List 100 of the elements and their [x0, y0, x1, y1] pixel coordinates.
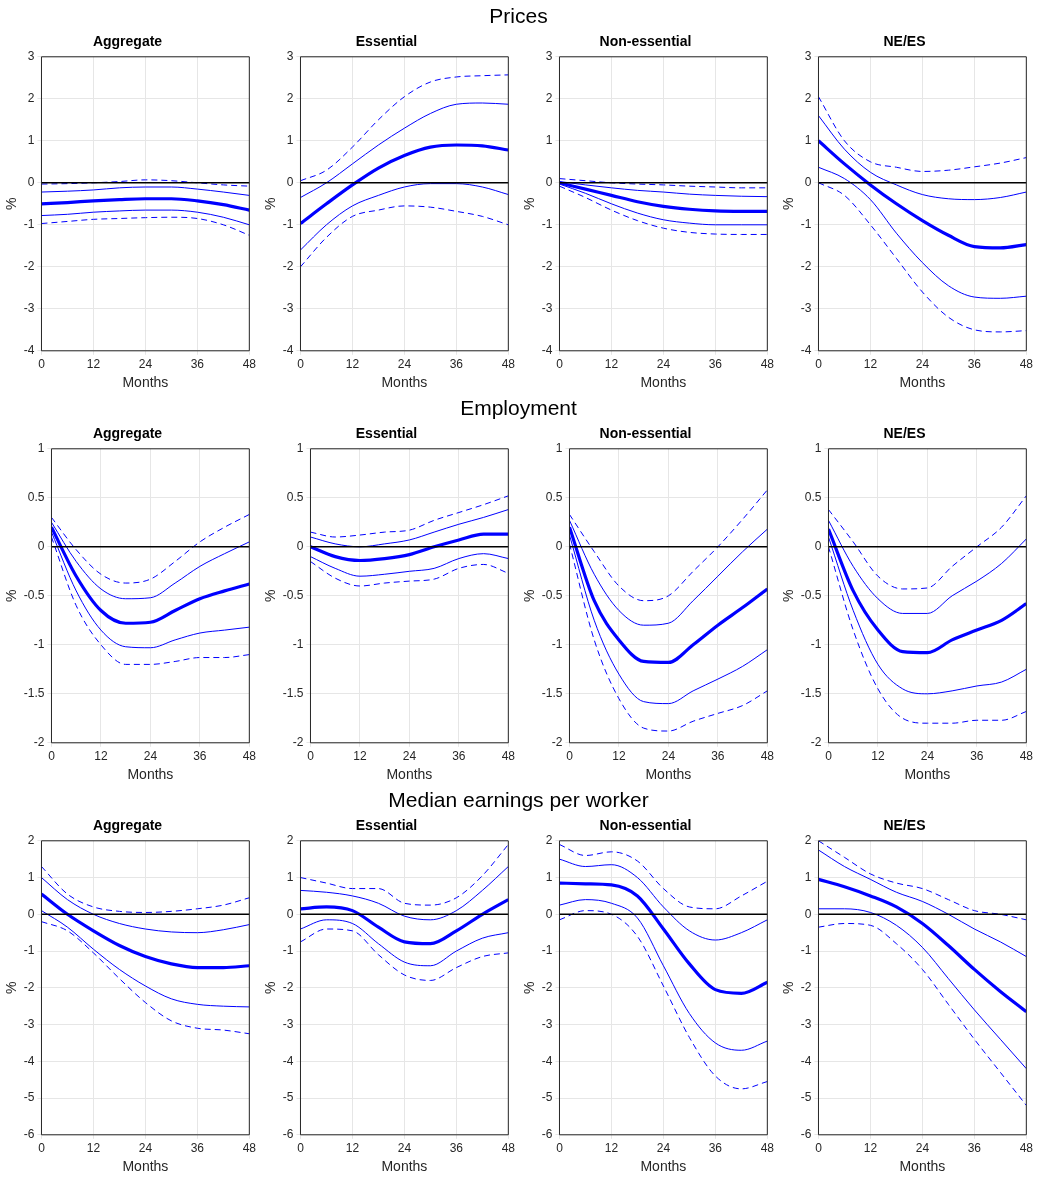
y-axis-title: %	[262, 981, 279, 995]
x-tick-label: 48	[501, 1141, 516, 1156]
x-tick-label: 48	[760, 357, 775, 372]
x-tick-label: 12	[871, 749, 885, 764]
y-axis-title: %	[780, 589, 797, 603]
y-tick-label: -1	[541, 943, 553, 958]
x-tick-label: 12	[604, 1141, 619, 1156]
y-tick-label: 1	[804, 133, 812, 148]
x-tick-label: 12	[345, 1141, 360, 1156]
chart-title: Non-essential	[599, 33, 692, 50]
y-tick-label: -3	[23, 301, 35, 316]
y-tick-label: 1	[27, 869, 35, 884]
y-tick-label: -2	[810, 735, 822, 750]
y-tick-label: 1	[286, 133, 294, 148]
y-tick-label: -3	[800, 301, 812, 316]
x-tick-label: 36	[967, 1141, 982, 1156]
x-tick-label: 0	[48, 749, 56, 764]
y-tick-label: 1	[296, 441, 304, 456]
y-axis-title: %	[262, 197, 279, 211]
y-tick-label: -5	[23, 1090, 35, 1105]
y-tick-label: -1	[33, 637, 45, 652]
y-axis-title: %	[3, 589, 20, 603]
chart-title: Aggregate	[92, 817, 163, 834]
y-tick-label: 0	[27, 906, 35, 921]
y-tick-label: -3	[541, 1016, 553, 1031]
x-axis-title: Months	[386, 766, 433, 783]
y-tick-label: -2	[541, 980, 553, 995]
chart-title: Non-essential	[599, 817, 692, 834]
y-axis-title: %	[780, 197, 797, 211]
x-tick-label: 48	[501, 749, 516, 764]
x-tick-label: 12	[86, 1141, 101, 1156]
x-tick-label: 36	[190, 357, 205, 372]
text: Median earnings per worker	[387, 787, 650, 813]
chart-title: NE/ES	[883, 33, 926, 50]
y-tick-label: 0	[37, 539, 45, 554]
x-axis-title: Months	[381, 374, 428, 391]
x-tick-label: 48	[760, 749, 775, 764]
y-tick-label: 0	[804, 175, 812, 190]
y-tick-label: -1	[800, 943, 812, 958]
y-tick-label: 1	[545, 869, 553, 884]
y-tick-label: 1	[27, 133, 35, 148]
x-axis-title: Months	[899, 1158, 946, 1175]
x-tick-label: 12	[612, 749, 626, 764]
x-tick-label: 36	[711, 749, 725, 764]
x-tick-label: 24	[661, 749, 676, 764]
y-tick-label: 0.5	[545, 490, 563, 505]
x-tick-label: 24	[402, 749, 417, 764]
y-axis-title: %	[262, 589, 279, 603]
y-tick-label: -0.5	[541, 588, 563, 603]
y-tick-label: 1	[37, 441, 45, 456]
y-tick-label: 2	[27, 91, 35, 106]
chart-title: Essential	[355, 425, 418, 442]
y-tick-label: -1.5	[800, 686, 822, 701]
x-tick-label: 48	[242, 749, 257, 764]
x-axis-title: Months	[645, 766, 692, 783]
x-tick-label: 12	[863, 357, 878, 372]
x-tick-label: 12	[345, 357, 360, 372]
y-tick-label: -4	[541, 1053, 553, 1068]
y-tick-label: 0	[804, 906, 812, 921]
y-axis-title: %	[521, 981, 538, 995]
y-tick-label: -2	[23, 259, 35, 274]
chart-title: NE/ES	[883, 425, 926, 442]
y-tick-label: -1.5	[541, 686, 563, 701]
y-tick-label: -2	[282, 259, 294, 274]
y-tick-label: -4	[541, 343, 553, 358]
y-tick-label: -2	[292, 735, 304, 750]
y-tick-label: -0.5	[23, 588, 45, 603]
x-tick-label: 24	[920, 749, 935, 764]
x-tick-label: 48	[242, 1141, 257, 1156]
y-tick-label: -1	[23, 217, 35, 232]
y-axis-title: %	[780, 981, 797, 995]
chart-title: Essential	[355, 33, 418, 50]
y-tick-label: -0.5	[800, 588, 822, 603]
chart-title: Essential	[355, 817, 418, 834]
chart-title: Aggregate	[92, 33, 163, 50]
y-tick-label: 3	[27, 49, 35, 64]
y-tick-label: 2	[286, 833, 294, 848]
y-tick-label: -2	[551, 735, 563, 750]
y-tick-label: -2	[23, 980, 35, 995]
y-tick-label: -5	[800, 1090, 812, 1105]
y-tick-label: -1	[810, 637, 822, 652]
x-axis-title: Months	[122, 1158, 169, 1175]
y-tick-label: 0	[296, 539, 304, 554]
x-tick-label: 12	[863, 1141, 878, 1156]
y-tick-label: -6	[800, 1127, 812, 1142]
y-axis-title: %	[3, 981, 20, 995]
y-tick-label: -3	[800, 1016, 812, 1031]
y-tick-label: 0	[286, 175, 294, 190]
y-tick-label: -1	[551, 637, 563, 652]
y-tick-label: -6	[23, 1127, 35, 1142]
chart-title: Non-essential	[599, 425, 692, 442]
x-tick-label: 12	[604, 357, 619, 372]
x-axis-title: Months	[122, 374, 169, 391]
y-tick-label: 0.5	[286, 490, 304, 505]
y-tick-label: -2	[800, 980, 812, 995]
y-tick-label: -3	[282, 301, 294, 316]
y-tick-label: 2	[804, 833, 812, 848]
y-tick-label: 1	[804, 869, 812, 884]
y-tick-label: -1	[282, 217, 294, 232]
y-tick-label: 0	[27, 175, 35, 190]
